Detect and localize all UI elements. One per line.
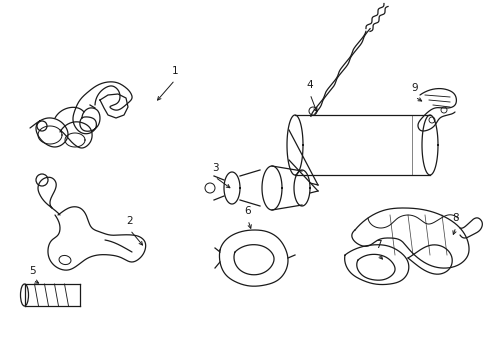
Text: 2: 2 bbox=[126, 216, 133, 226]
Text: 5: 5 bbox=[30, 266, 36, 276]
Text: 3: 3 bbox=[211, 163, 218, 173]
Text: 6: 6 bbox=[244, 206, 251, 216]
Text: 8: 8 bbox=[452, 213, 458, 223]
Text: 4: 4 bbox=[306, 80, 313, 90]
Text: 7: 7 bbox=[374, 240, 381, 250]
Text: 9: 9 bbox=[411, 83, 417, 93]
Text: 1: 1 bbox=[171, 66, 178, 76]
